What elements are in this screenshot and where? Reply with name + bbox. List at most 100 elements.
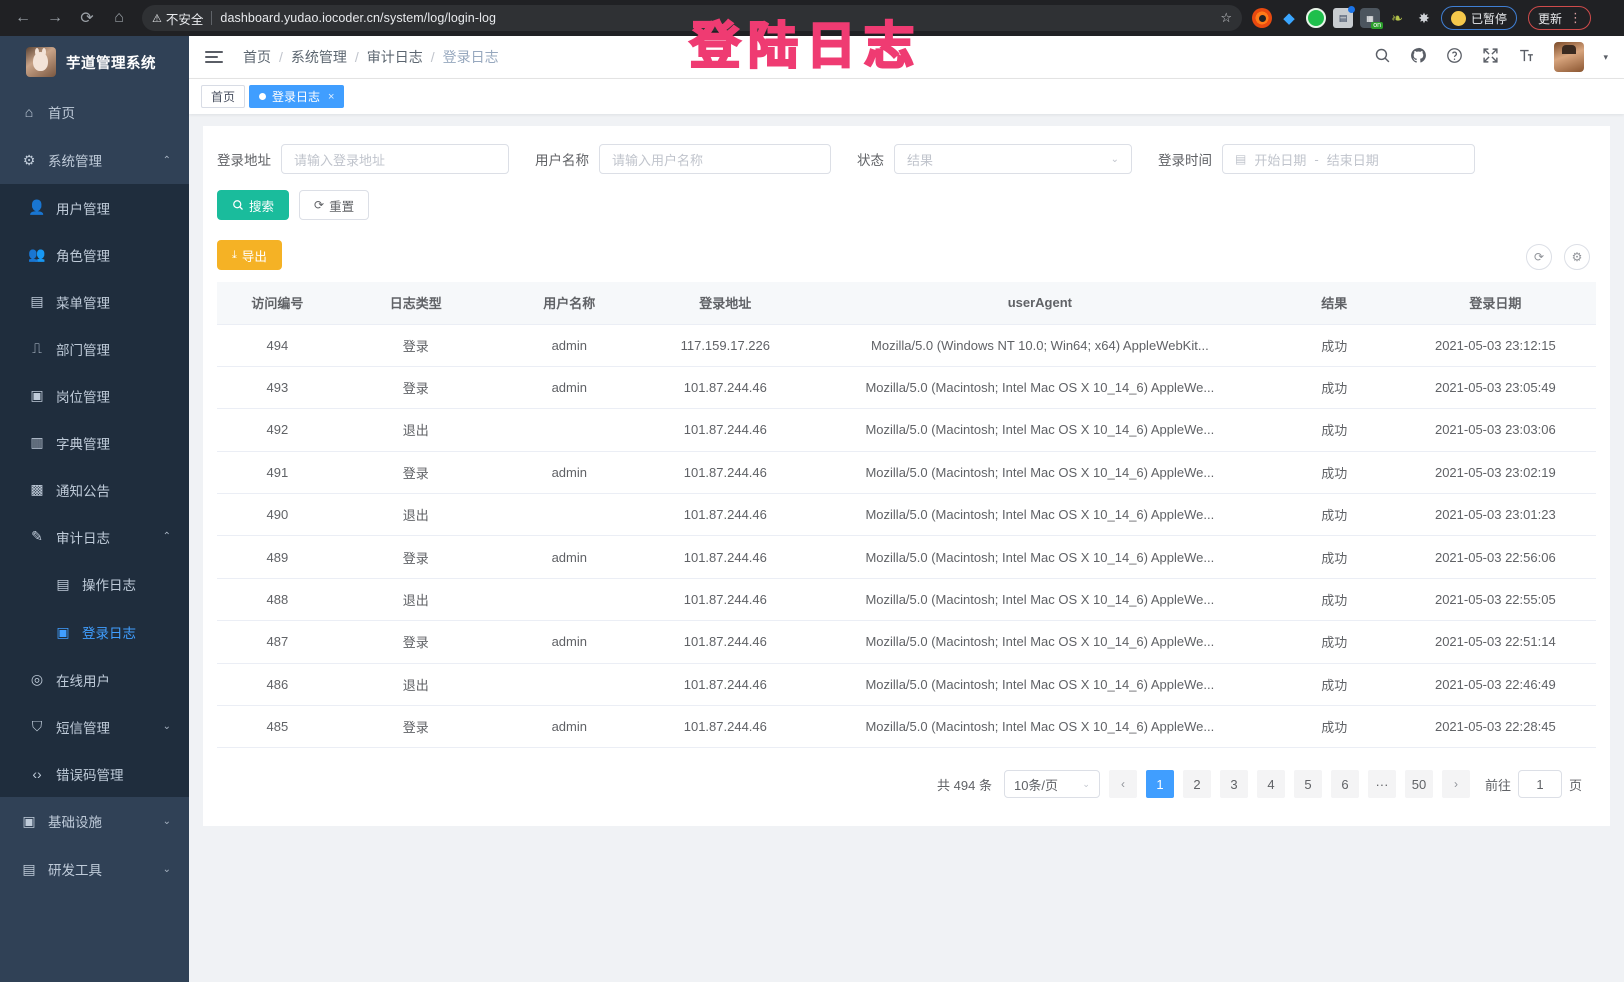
chevron-down-icon[interactable]: ▾	[1603, 51, 1608, 62]
close-icon[interactable]: ×	[328, 90, 335, 103]
browser-menu-icon[interactable]: ⋮	[1569, 10, 1582, 25]
pagination-prev[interactable]: ‹	[1108, 770, 1137, 799]
diamond-extension-icon[interactable]: ◆	[1283, 10, 1295, 27]
address-bar[interactable]: ⚠ 不安全 dashboard.yudao.iocoder.cn/system/…	[142, 5, 1242, 31]
infrastructure-icon: ▣	[22, 812, 36, 829]
bookmark-star-icon[interactable]: ☆	[1220, 10, 1232, 25]
table-row[interactable]: 488 退出 101.87.244.46 Mozilla/5.0 (Macintosh…	[217, 578, 1596, 622]
start-date-input[interactable]: 开始日期	[1254, 152, 1307, 168]
sidebar-item-operation-log[interactable]: ▤ 操作日志	[0, 560, 189, 608]
sidebar-item-role[interactable]: 👥 角色管理	[0, 231, 189, 278]
github-icon[interactable]	[1410, 47, 1427, 68]
pagination-page-4[interactable]: 4	[1256, 770, 1285, 799]
table-row[interactable]: 485 登录 admin 101.87.244.46 Mozilla/5.0 (Maci…	[217, 705, 1596, 749]
login-address-input[interactable]: 请输入登录地址	[281, 144, 509, 174]
sidebar-item-error-code[interactable]: ‹› 错误码管理	[0, 750, 189, 797]
page-size-select[interactable]: 10条/页 ⌄	[1003, 770, 1100, 799]
security-indicator[interactable]: ⚠ 不安全	[152, 9, 203, 28]
pagination-page-3[interactable]: 3	[1219, 770, 1248, 799]
table-row[interactable]: 489 登录 admin 101.87.244.46 Mozilla/5.0 (Maci…	[217, 535, 1596, 579]
help-icon[interactable]	[1446, 47, 1463, 68]
extensions-bar: ◆ ▤ ▦ on ❧ ✸ 已暂停 更新 ⋮	[1252, 6, 1592, 30]
reset-button-label: 重置	[329, 199, 355, 214]
table-row[interactable]: 492 退出 101.87.244.46 Mozilla/5.0 (Macintosh…	[217, 408, 1596, 452]
sidebar-item-home[interactable]: ⌂ 首页	[0, 88, 189, 136]
table-row[interactable]: 491 登录 admin 101.87.244.46 Mozilla/5.0 (Maci…	[217, 451, 1596, 495]
sidebar-item-menu[interactable]: ▤ 菜单管理	[0, 278, 189, 325]
avatar[interactable]	[1554, 42, 1585, 72]
sidebar-item-online-user[interactable]: ◎ 在线用户	[0, 656, 189, 703]
breadcrumb-item-home[interactable]: 首页	[243, 49, 271, 65]
forward-icon[interactable]: →	[47, 9, 63, 26]
brand[interactable]: 芋道管理系统	[0, 36, 189, 88]
cell-type: 登录	[337, 705, 494, 749]
table-row[interactable]: 487 登录 admin 101.87.244.46 Mozilla/5.0 (Maci…	[217, 620, 1596, 664]
post-icon: ▣	[30, 387, 44, 403]
gear-icon: ⚙	[22, 151, 36, 168]
update-button[interactable]: 更新 ⋮	[1528, 6, 1592, 30]
search-icon[interactable]	[1374, 47, 1391, 68]
paused-status-button[interactable]: 已暂停	[1441, 6, 1518, 30]
search-button[interactable]: 搜索	[217, 190, 290, 220]
home-icon[interactable]: ⌂	[114, 9, 124, 26]
sidebar-item-sms[interactable]: ⛉ 短信管理 ⌄	[0, 703, 189, 750]
login-time-daterange[interactable]: ▤ 开始日期 - 结束日期	[1222, 144, 1475, 174]
jump-page-input[interactable]: 1	[1517, 770, 1562, 799]
status-select[interactable]: 结果 ⌄	[894, 144, 1132, 174]
table-row[interactable]: 490 退出 101.87.244.46 Mozilla/5.0 (Macintosh…	[217, 493, 1596, 537]
error-code-icon: ‹›	[32, 765, 42, 782]
pagination-next[interactable]: ›	[1441, 770, 1470, 799]
sidebar-toggle-icon[interactable]	[205, 51, 225, 63]
sidebar-item-login-log[interactable]: ▣ 登录日志	[0, 608, 189, 656]
table-row[interactable]: 486 退出 101.87.244.46 Mozilla/5.0 (Macintosh…	[217, 663, 1596, 707]
sidebar-item-dev-tools[interactable]: ▤ 研发工具 ⌄	[0, 845, 189, 893]
cell-id: 487	[217, 620, 338, 664]
cell-useragent: Mozilla/5.0 (Macintosh; Intel Mac OS X 1…	[805, 366, 1274, 410]
table-row[interactable]: 494 登录 admin 117.159.17.226 Mozilla/5.0 (Win…	[217, 324, 1596, 367]
sidebar-item-department[interactable]: ⎍ 部门管理	[0, 325, 189, 372]
dev-tools-icon: ▤	[22, 860, 36, 877]
breadcrumb-item-audit[interactable]: 审计日志	[366, 49, 423, 65]
puzzle-extension-icon[interactable]: ✸	[1418, 9, 1430, 26]
reset-button[interactable]: ⟳ 重置	[299, 190, 370, 220]
sidebar-item-notice[interactable]: ▩ 通知公告	[0, 466, 189, 513]
wechat-extension-icon[interactable]	[1306, 8, 1326, 28]
refresh-icon[interactable]: ⟳	[1526, 244, 1552, 270]
pagination-page-1[interactable]: 1	[1145, 770, 1174, 799]
sidebar-item-post[interactable]: ▣ 岗位管理	[0, 372, 189, 419]
end-date-input[interactable]: 结束日期	[1326, 152, 1379, 168]
sidebar-item-gear[interactable]: ⚙ 系统管理 ⌃	[0, 136, 189, 184]
username-input[interactable]: 请输入用户名称	[599, 144, 831, 174]
tab-login-log[interactable]: 登录日志 ×	[249, 85, 345, 108]
pagination-page-5[interactable]: 5	[1293, 770, 1322, 799]
fullscreen-icon[interactable]	[1482, 47, 1499, 68]
column-settings-icon[interactable]: ⚙	[1564, 244, 1590, 270]
breadcrumb-item-system[interactable]: 系统管理	[290, 49, 347, 65]
pagination-page-50[interactable]: 50	[1404, 770, 1433, 799]
sidebar-item-user[interactable]: 👤 用户管理	[0, 184, 189, 231]
pagination-page-···[interactable]: ···	[1367, 770, 1396, 799]
pagination-page-6[interactable]: 6	[1330, 770, 1359, 799]
jump-suffix-label: 页	[1568, 777, 1582, 793]
odoo-extension-icon[interactable]	[1252, 8, 1272, 28]
sidebar-item-infrastructure[interactable]: ▣ 基础设施 ⌄	[0, 797, 189, 845]
leaf-extension-icon[interactable]: ❧	[1391, 9, 1403, 26]
onenote-extension-icon[interactable]: ▦ on	[1360, 8, 1383, 29]
back-icon[interactable]: ←	[15, 9, 31, 26]
sidebar-item-dictionary[interactable]: ▥ 字典管理	[0, 419, 189, 466]
cell-useragent: Mozilla/5.0 (Windows NT 10.0; Win64; x64…	[805, 324, 1274, 367]
table-row[interactable]: 493 登录 admin 101.87.244.46 Mozilla/5.0 (Maci…	[217, 366, 1596, 410]
export-button[interactable]: ⤓ 导出	[217, 240, 282, 270]
reload-icon[interactable]: ⟳	[80, 10, 94, 27]
tab-home[interactable]: 首页	[201, 85, 246, 108]
operation-log-icon: ▤	[56, 575, 70, 592]
cell-useragent: Mozilla/5.0 (Macintosh; Intel Mac OS X 1…	[805, 451, 1274, 495]
cell-useragent: Mozilla/5.0 (Macintosh; Intel Mac OS X 1…	[805, 408, 1274, 452]
filter-label: 用户名称	[535, 153, 589, 168]
pagination-page-2[interactable]: 2	[1182, 770, 1211, 799]
sidebar-item-audit-log[interactable]: ✎ 审计日志 ⌃	[0, 513, 189, 560]
font-size-icon[interactable]	[1518, 47, 1535, 68]
cell-useragent: Mozilla/5.0 (Macintosh; Intel Mac OS X 1…	[805, 493, 1274, 537]
notes-extension-icon[interactable]: ▤	[1333, 6, 1355, 28]
cell-result: 成功	[1273, 578, 1395, 622]
